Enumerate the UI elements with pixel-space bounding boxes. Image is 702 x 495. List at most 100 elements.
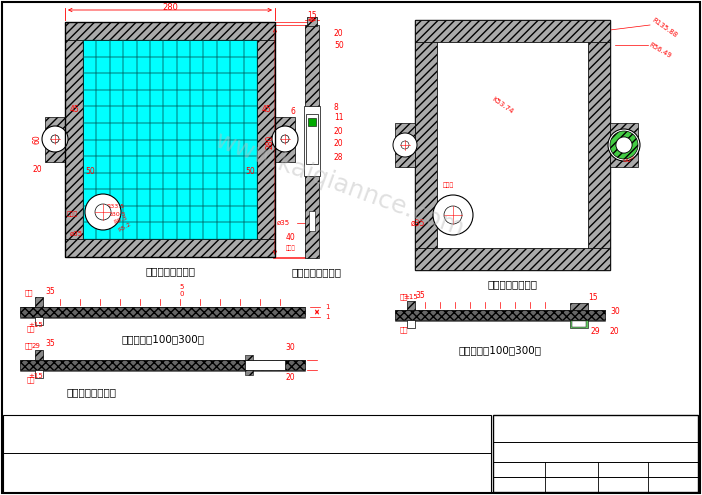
Text: ø35: ø35 xyxy=(277,220,290,226)
Bar xyxy=(230,206,244,222)
Bar xyxy=(204,73,217,90)
Bar xyxy=(83,222,96,239)
Text: 焊料: 焊料 xyxy=(25,343,34,349)
Bar xyxy=(244,156,257,173)
Bar xyxy=(217,90,230,106)
Bar xyxy=(217,73,230,90)
Bar xyxy=(230,56,244,73)
Text: 框正面图（大型）: 框正面图（大型） xyxy=(487,279,538,289)
Bar xyxy=(177,106,190,123)
Bar xyxy=(96,173,110,189)
Bar xyxy=(96,206,110,222)
Bar xyxy=(150,56,164,73)
Bar xyxy=(230,140,244,156)
Circle shape xyxy=(42,126,68,152)
Bar xyxy=(244,189,257,206)
Bar xyxy=(110,140,123,156)
Bar xyxy=(230,222,244,239)
Bar xyxy=(123,173,136,189)
Bar xyxy=(150,40,164,56)
Text: ø30.5: ø30.5 xyxy=(110,211,127,216)
Bar xyxy=(164,90,177,106)
Bar xyxy=(244,222,257,239)
Text: 230: 230 xyxy=(310,132,319,148)
Circle shape xyxy=(433,195,473,235)
Text: ø35: ø35 xyxy=(411,218,425,228)
Bar xyxy=(123,123,136,140)
Bar xyxy=(65,239,275,257)
Bar xyxy=(395,310,605,320)
Bar xyxy=(244,40,257,56)
Circle shape xyxy=(616,137,632,153)
Bar xyxy=(415,248,610,270)
Bar xyxy=(190,189,204,206)
Text: 1: 1 xyxy=(325,304,329,310)
Bar xyxy=(123,140,136,156)
Bar xyxy=(244,106,257,123)
Bar xyxy=(150,206,164,222)
Bar xyxy=(217,106,230,123)
Bar xyxy=(190,123,204,140)
Bar xyxy=(136,189,150,206)
Text: 280: 280 xyxy=(162,3,178,12)
Bar xyxy=(110,173,123,189)
Bar xyxy=(83,189,96,206)
Text: 29: 29 xyxy=(590,328,600,337)
Bar xyxy=(230,173,244,189)
Bar xyxy=(164,189,177,206)
Bar xyxy=(204,189,217,206)
Bar xyxy=(164,156,177,173)
Bar xyxy=(307,17,317,26)
Bar xyxy=(204,123,217,140)
Bar xyxy=(164,206,177,222)
Bar xyxy=(35,297,43,307)
Bar xyxy=(65,22,275,40)
Bar xyxy=(110,90,123,106)
Bar xyxy=(308,118,316,126)
Bar xyxy=(123,40,136,56)
Wedge shape xyxy=(610,131,638,159)
Bar xyxy=(123,106,136,123)
Text: R56.49: R56.49 xyxy=(648,41,673,59)
Bar xyxy=(110,222,123,239)
Bar xyxy=(257,40,275,239)
Bar xyxy=(230,156,244,173)
Bar xyxy=(123,222,136,239)
Bar xyxy=(230,123,244,140)
Bar xyxy=(164,123,177,140)
Bar xyxy=(217,140,230,156)
Text: 8: 8 xyxy=(334,103,339,112)
Text: 过滤板、框（型）: 过滤板、框（型） xyxy=(569,447,622,457)
Bar xyxy=(83,40,96,56)
Bar xyxy=(123,73,136,90)
Bar xyxy=(204,40,217,56)
Bar xyxy=(570,303,588,310)
Text: www.kaiqiannce.com: www.kaiqiannce.com xyxy=(212,129,468,242)
Bar xyxy=(110,156,123,173)
Bar xyxy=(96,140,110,156)
Bar xyxy=(245,355,253,360)
Text: 30: 30 xyxy=(285,344,295,352)
Bar xyxy=(204,222,217,239)
Text: 45: 45 xyxy=(261,104,271,113)
Bar xyxy=(190,56,204,73)
Bar xyxy=(217,40,230,56)
Bar xyxy=(136,206,150,222)
Text: 5: 5 xyxy=(180,284,184,290)
Circle shape xyxy=(95,204,111,220)
Text: 45: 45 xyxy=(69,104,79,113)
Bar xyxy=(110,73,123,90)
Bar xyxy=(437,42,588,248)
Bar xyxy=(110,123,123,140)
Bar xyxy=(3,415,491,492)
Bar xyxy=(164,140,177,156)
Bar xyxy=(96,90,110,106)
Text: ±15: ±15 xyxy=(29,322,44,328)
Bar xyxy=(150,173,164,189)
Circle shape xyxy=(393,133,417,157)
Text: 60: 60 xyxy=(32,135,41,145)
Text: 校对: 校对 xyxy=(566,480,576,489)
Bar xyxy=(35,370,43,378)
Text: 15: 15 xyxy=(588,294,598,302)
Bar xyxy=(83,90,96,106)
